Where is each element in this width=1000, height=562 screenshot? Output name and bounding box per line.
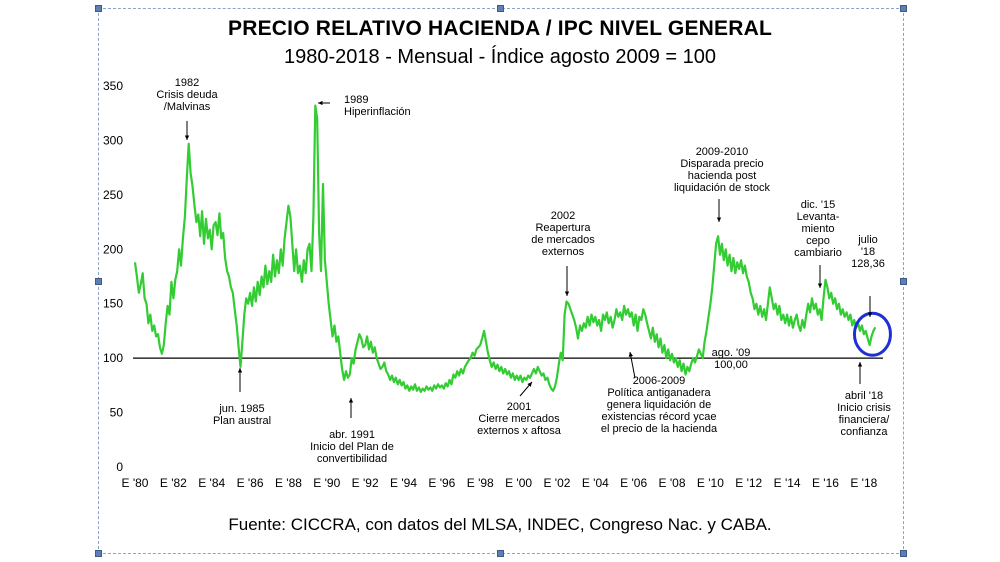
annotation-text: 1982 [175, 77, 199, 89]
x-axis: E '80 E '82 E '84 E '86 E '88 E '90 E '92 E '94… [122, 476, 878, 490]
series-layer [133, 104, 877, 393]
y-axis: 0 50 100 150 200 250 300 350 [103, 79, 123, 474]
annotation-arrowhead [318, 100, 323, 106]
annotation-text: 2006-2009 [633, 375, 686, 387]
x-tick-label: E '00 [505, 476, 532, 490]
series-line [133, 104, 877, 393]
x-tick-label: E '96 [428, 476, 455, 490]
y-tick-label: 300 [103, 133, 123, 147]
frame-handle-top-right[interactable] [900, 5, 907, 12]
x-tick-label: E '02 [543, 476, 570, 490]
annotation-text: genera liquidación de [607, 399, 712, 411]
annotation-text: de mercados [531, 234, 595, 246]
annotation-text: externos x aftosa [477, 425, 562, 437]
annotation-arrows [184, 100, 873, 418]
annotation-text: Levanta- [797, 211, 840, 223]
annotation-text: Disparada precio [680, 158, 763, 170]
x-tick-label: E '86 [237, 476, 264, 490]
annotation-text: financiera/ [839, 414, 891, 426]
annotation-arrowhead [628, 352, 633, 357]
x-tick-label: E '08 [659, 476, 686, 490]
annotation-text: 128,36 [851, 258, 885, 270]
annotation-text: /Malvinas [164, 101, 211, 113]
y-tick-label: 250 [103, 188, 123, 202]
x-tick-label: E '06 [620, 476, 647, 490]
annotation-text: 2001 [507, 401, 531, 413]
y-tick-label: 100 [103, 351, 123, 365]
x-tick-label: E '80 [122, 476, 149, 490]
frame-handle-middle-right[interactable] [900, 278, 907, 285]
annotation-text: existencias récord ycae [602, 411, 717, 423]
frame-handle-middle-left[interactable] [95, 278, 102, 285]
annotation-text: dic. '15 [801, 199, 836, 211]
highlight-circle [852, 311, 892, 357]
y-tick-label: 200 [103, 242, 123, 256]
annotation-arrowhead [237, 368, 243, 373]
annotation-text: liquidación de stock [674, 182, 771, 194]
annotation-text: 2002 [551, 210, 575, 222]
chart-subtitle: 1980-2018 - Mensual - Índice agosto 2009… [284, 46, 716, 68]
y-tick-label: 150 [103, 297, 123, 311]
annotation-text: Inicio crisis [837, 402, 891, 414]
annotation-text: convertibilidad [317, 453, 387, 465]
x-tick-label: E '84 [198, 476, 225, 490]
x-tick-label: E '94 [390, 476, 417, 490]
frame-handle-bottom-middle[interactable] [497, 550, 504, 557]
annotation-text: 2009-2010 [696, 146, 749, 158]
annotation-arrowhead [348, 398, 354, 403]
x-tick-label: E '16 [812, 476, 839, 490]
annotation-text: el precio de la hacienda [601, 423, 718, 435]
x-tick-label: E '98 [467, 476, 494, 490]
x-tick-label: E '10 [697, 476, 724, 490]
annotation-text: externos [542, 246, 585, 258]
annotation-arrowhead [564, 291, 570, 296]
annotation-arrowhead [716, 217, 722, 222]
annotation-text: cambiario [794, 247, 842, 259]
annotation-text: confianza [840, 426, 888, 438]
annotation-text: Política antiganadera [607, 387, 711, 399]
annotation-arrowhead [817, 283, 823, 288]
chart-source: Fuente: CICCRA, con datos del MLSA, INDE… [228, 515, 772, 534]
x-tick-label: E '18 [850, 476, 877, 490]
x-tick-label: E '12 [735, 476, 762, 490]
x-tick-label: E '92 [352, 476, 379, 490]
annotation-text: Inicio del Plan de [310, 441, 394, 453]
annotation-arrowhead [857, 362, 863, 367]
annotation-text: Reapertura [535, 222, 591, 234]
annotation-text: Cierre mercados [478, 413, 560, 425]
x-tick-label: E '14 [774, 476, 801, 490]
x-tick-label: E '90 [313, 476, 340, 490]
annotation-text: '18 [861, 246, 875, 258]
x-tick-label: E '82 [160, 476, 187, 490]
x-tick-label: E '04 [582, 476, 609, 490]
y-tick-label: 0 [116, 460, 123, 474]
annotation-text: ago. '09 [712, 347, 751, 359]
chart-title: PRECIO RELATIVO HACIENDA / IPC NIVEL GEN… [228, 17, 772, 40]
frame-handle-bottom-left[interactable] [95, 550, 102, 557]
annotation-text: hacienda post [688, 170, 757, 182]
annotation-text: Crisis deuda [156, 89, 218, 101]
frame-handle-top-left[interactable] [95, 5, 102, 12]
annotation-text: 100,00 [714, 359, 748, 371]
annotation-text: Plan austral [213, 415, 271, 427]
annotation-text: miento [801, 223, 834, 235]
annotation-text: julio [857, 234, 878, 246]
y-tick-label: 50 [110, 406, 124, 420]
annotation-text: cepo [806, 235, 830, 247]
annotation-arrowhead [867, 312, 873, 317]
annotation-text: abril '18 [845, 390, 883, 402]
annotation-text: 1989 [344, 94, 368, 106]
frame-handle-bottom-right[interactable] [900, 550, 907, 557]
annotation-text: jun. 1985 [218, 403, 264, 415]
y-tick-label: 350 [103, 79, 123, 93]
annotation-arrowhead [184, 135, 190, 140]
annotation-arrowhead [527, 382, 532, 387]
annotation-text: Hiperinflación [344, 106, 411, 118]
x-tick-label: E '88 [275, 476, 302, 490]
annotation-text: abr. 1991 [329, 429, 375, 441]
frame-handle-top-middle[interactable] [497, 5, 504, 12]
